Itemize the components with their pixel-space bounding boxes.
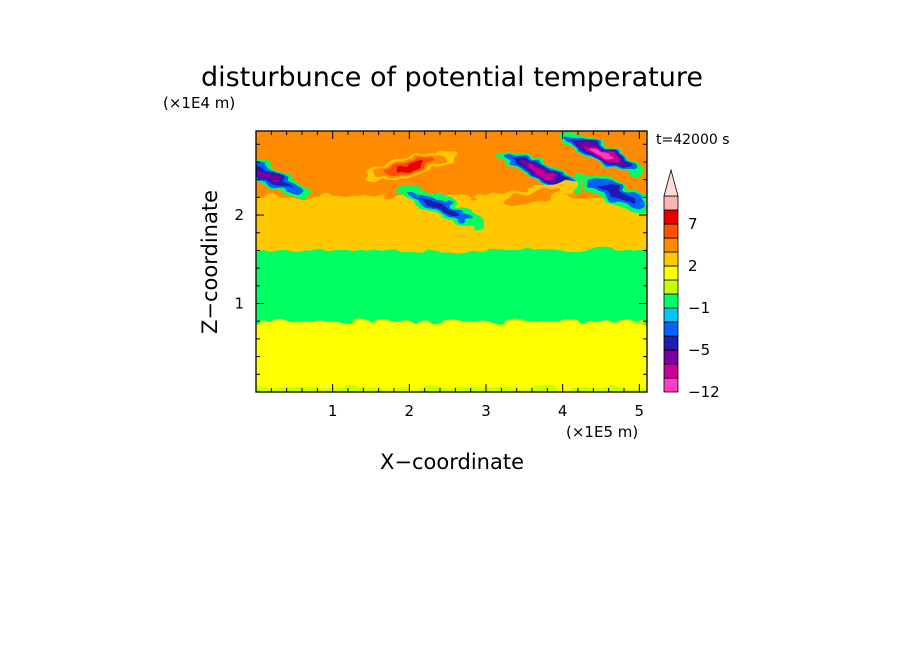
colorbar-box <box>663 265 679 281</box>
colorbar-tick-label: −5 <box>688 341 710 359</box>
y-tick-label: 2 <box>234 206 244 224</box>
colorbar-box <box>663 251 679 267</box>
colorbar-box <box>663 293 679 309</box>
chart-title: disturbunce of potential temperature <box>201 62 703 93</box>
colorbar-box <box>663 195 679 211</box>
colorbar-box <box>663 279 679 295</box>
x-tick-label: 4 <box>558 402 568 420</box>
field-feature <box>256 167 283 183</box>
field-feature <box>421 196 459 216</box>
colorbar-tick-label: −1 <box>688 299 710 317</box>
colorbar-tick-label: 2 <box>688 257 698 275</box>
time-label: t=42000 s <box>656 132 730 148</box>
colorbar-box <box>663 349 679 365</box>
colorbar-box <box>663 335 679 351</box>
x-tick-label: 3 <box>481 402 491 420</box>
colorbar-box <box>663 209 679 225</box>
colorbar-box <box>663 223 679 239</box>
colorbar-box <box>663 237 679 253</box>
y-axis-label: Z−coordinate <box>198 190 222 334</box>
field-feature <box>527 164 552 177</box>
colorbar-tick-label: 7 <box>688 215 698 233</box>
y-tick-label: 1 <box>234 295 244 313</box>
plot-area: 1 2 3 4 5 1 2 <box>234 130 648 420</box>
field-band <box>256 250 647 322</box>
field-feature <box>504 188 560 207</box>
contour-field <box>256 131 647 392</box>
colorbar: 7 2 −1 −5 −12 <box>663 168 720 401</box>
x-tick-label: 2 <box>405 402 415 420</box>
colorbar-box <box>663 377 679 393</box>
x-unit-label: (×1E5 m) <box>566 423 638 441</box>
plot-frame <box>255 130 648 393</box>
colorbar-extend-arrow <box>663 168 679 197</box>
field-feature <box>590 148 612 159</box>
field-band <box>256 321 647 388</box>
y-unit-label: (×1E4 m) <box>163 94 235 112</box>
x-axis-label: X−coordinate <box>380 450 524 474</box>
axis-ticks: 1 2 3 4 5 1 2 <box>234 131 647 420</box>
field-feature <box>597 183 636 203</box>
colorbar-tick-label: −12 <box>688 383 720 401</box>
colorbar-box <box>663 363 679 379</box>
field-band <box>256 387 647 392</box>
colorbar-box <box>663 321 679 337</box>
x-tick-label: 5 <box>635 402 645 420</box>
field-feature <box>393 161 425 172</box>
colorbar-box <box>663 307 679 323</box>
x-tick-label: 1 <box>328 402 338 420</box>
